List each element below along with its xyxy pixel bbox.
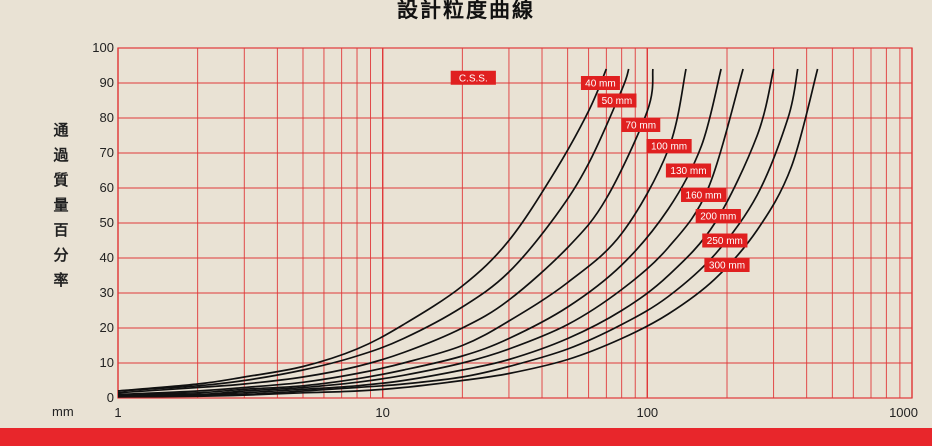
y-axis-label-char: 分 [53, 246, 69, 264]
x-tick-label: 10 [375, 405, 389, 420]
y-axis-label: 通 過 質 量 百 分 率 [50, 118, 72, 293]
grading-curve [117, 68, 608, 392]
y-axis-label-char: 過 [53, 146, 69, 164]
y-tick-label: 20 [100, 320, 114, 335]
series-label: 50 mm [602, 96, 633, 107]
y-axis-label-char: 質 [53, 171, 69, 189]
y-tick-label: 60 [100, 180, 114, 195]
y-axis-label-char: 量 [53, 196, 69, 214]
bottom-band [0, 428, 932, 446]
series-label: 160 mm [686, 191, 722, 202]
y-tick-label: 0 [107, 390, 114, 405]
series-label: 100 mm [651, 142, 687, 153]
series-label-bg [695, 209, 741, 223]
x-axis-unit-label: mm [52, 404, 74, 419]
chart-title: 設計粒度曲線 [397, 0, 535, 22]
y-tick-label: 50 [100, 215, 114, 230]
grading-curve [117, 68, 819, 398]
y-tick-label: 30 [100, 285, 114, 300]
grading-curve [117, 68, 654, 394]
y-tick-label: 100 [92, 40, 114, 55]
y-axis-label-char: 率 [53, 271, 69, 289]
y-axis-label-char: 百 [53, 221, 69, 239]
series-label-bg [597, 93, 637, 108]
series-label-bg [580, 76, 620, 90]
grading-curve [117, 68, 744, 396]
y-tick-label: 70 [100, 145, 114, 160]
series-label: 70 mm [625, 121, 656, 132]
grading-curve [117, 68, 722, 396]
x-tick-label: 1 [114, 405, 121, 420]
y-tick-label: 90 [100, 75, 114, 90]
series-label-bg [621, 118, 661, 132]
series-label: 200 mm [700, 212, 736, 223]
x-tick-label: 1000 [889, 405, 918, 420]
grid [117, 47, 913, 399]
x-tick-label: 100 [636, 405, 658, 420]
y-tick-label: 40 [100, 250, 114, 265]
grading-curve [117, 68, 630, 392]
grading-curve [117, 68, 687, 396]
series-label: 300 mm [709, 261, 745, 272]
series-label: 130 mm [670, 166, 706, 177]
y-tick-label: 10 [100, 355, 114, 370]
curves [117, 68, 819, 398]
series-label-bg [646, 139, 692, 153]
series-label-bg [681, 188, 727, 202]
css-label: C.S.S. [459, 73, 488, 84]
series-label: 250 mm [707, 236, 743, 247]
series-labels: C.S.S. 40 mm 50 mm 70 mm 100 mm 130 mm 160 mm 2… [450, 70, 750, 272]
series-label-bg [702, 233, 748, 248]
y-axis-label-char: 通 [53, 121, 69, 139]
series-label: 40 mm [585, 79, 616, 90]
series-label-bg [665, 163, 712, 178]
y-tick-label: 80 [100, 110, 114, 125]
css-label-bg [450, 70, 496, 85]
series-label-bg [704, 258, 750, 272]
